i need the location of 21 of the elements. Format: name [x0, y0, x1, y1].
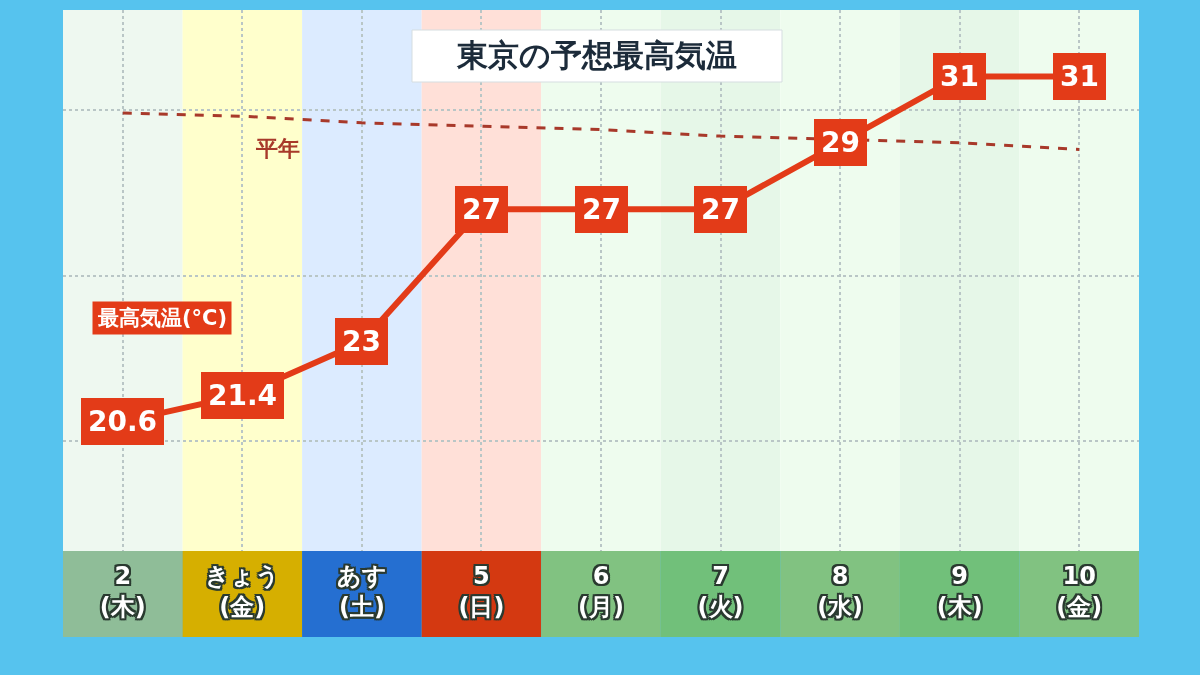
data-label: 27	[462, 193, 501, 226]
text: 東京の予想最高気温	[456, 36, 737, 73]
data-label: 27	[582, 193, 621, 226]
data-label: 21.4	[208, 379, 278, 412]
data-label: 31	[940, 60, 979, 93]
data-label: 23	[342, 325, 381, 358]
series-label: 平年	[255, 136, 300, 161]
x-tick-label: きょう (金)	[204, 562, 280, 622]
x-tick-label: 10 (金)	[1056, 562, 1103, 622]
text: 最高気温(°C)	[97, 306, 228, 330]
x-tick-label: あす (土)	[336, 562, 387, 622]
data-label: 29	[821, 126, 860, 159]
x-tick-label: 9 (木)	[936, 562, 983, 622]
data-label: 27	[701, 193, 740, 226]
x-tick-label: 7 (火)	[697, 562, 744, 622]
x-tick-label: 6 (月)	[578, 562, 624, 622]
data-label: 20.6	[88, 405, 158, 438]
data-label: 31	[1060, 60, 1099, 93]
x-tick-label: 5 (日)	[458, 562, 505, 622]
x-tick-label: 2 (木)	[99, 562, 146, 622]
x-tick-label: 8 (水)	[817, 562, 864, 622]
